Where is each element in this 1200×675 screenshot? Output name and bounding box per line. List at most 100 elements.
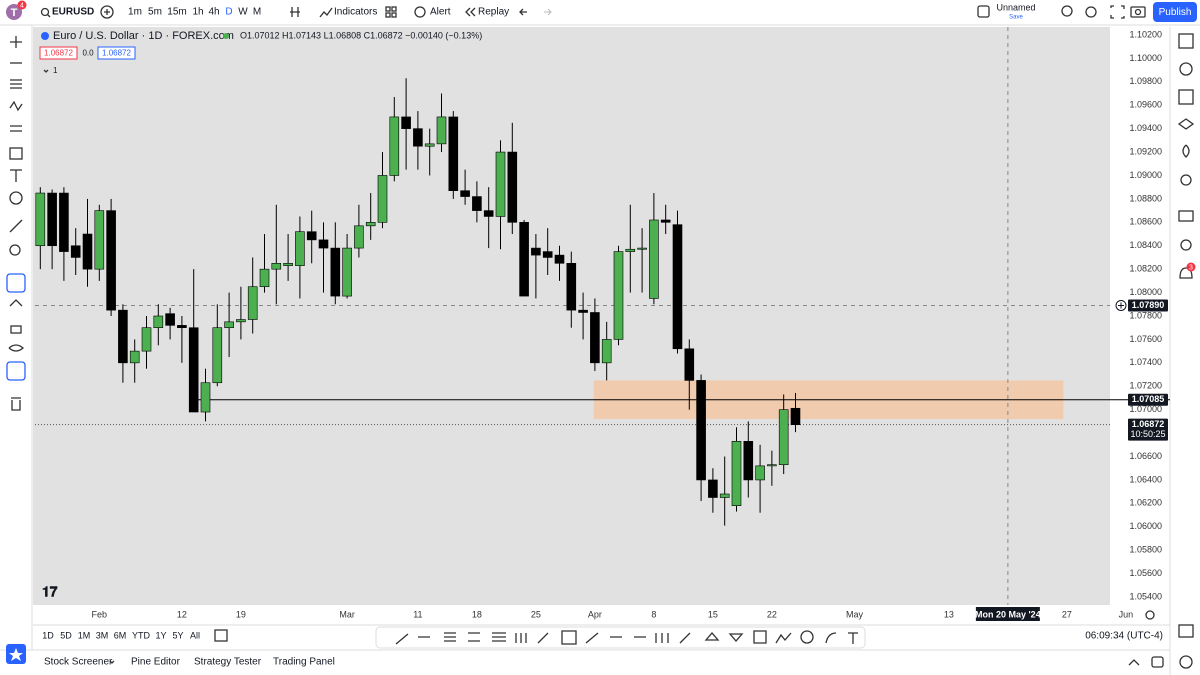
candle-body: [590, 312, 600, 364]
range-button[interactable]: 1M: [78, 630, 91, 640]
price-axis: [1110, 27, 1170, 625]
publish-button[interactable]: [1153, 2, 1197, 22]
candle-body: [283, 263, 293, 266]
candle-body: [365, 222, 376, 227]
drawing-toolbar-icons[interactable]: [395, 630, 858, 645]
candle-body: [70, 245, 81, 258]
bottom-tab[interactable]: Pine Editor: [131, 657, 181, 668]
candle-body: [59, 192, 69, 252]
x-tick-label: 13: [944, 609, 954, 619]
y-tick-label: 1.10200: [1129, 29, 1162, 39]
candle-body: [200, 382, 211, 413]
candle-body: [531, 247, 541, 256]
y-tick-label: 1.06600: [1129, 451, 1162, 461]
tab-menu: [109, 660, 115, 664]
interval-button[interactable]: M: [253, 7, 261, 18]
x-tick-label: 8: [651, 609, 656, 619]
candle-body: [82, 233, 93, 270]
y-tick-label: 1.05400: [1129, 591, 1162, 601]
candle-body: [165, 313, 175, 326]
drawing-tools[interactable]: [6, 36, 26, 411]
candle-body: [460, 190, 470, 197]
interval-button[interactable]: 1h: [192, 7, 203, 18]
indicators-button[interactable]: Indicators: [334, 7, 377, 18]
candle-body: [212, 327, 223, 384]
ohlc: O1.07012 H1.07143 L1.06808 C1.06872 −0.0…: [240, 30, 482, 40]
interval-button[interactable]: 1m: [128, 7, 142, 18]
interval-button[interactable]: D: [225, 7, 232, 18]
bottom-tab[interactable]: Strategy Tester: [194, 657, 262, 668]
candle-body: [790, 407, 801, 425]
range-button[interactable]: 3M: [96, 630, 109, 640]
candle-body: [188, 327, 199, 413]
interval-button[interactable]: W: [238, 7, 248, 18]
y-tick-label: 1.09400: [1129, 123, 1162, 133]
candle-body: [719, 493, 730, 498]
right-sidebar: [1170, 27, 1200, 675]
y-tick-label: 1.07800: [1129, 310, 1162, 320]
symbol-title[interactable]: Euro / U.S. Dollar · 1D · FOREX.com: [53, 30, 234, 42]
x-tick-label: Apr: [588, 609, 602, 619]
countdown: 10:50:25: [1130, 429, 1165, 439]
badge-count: 4: [20, 2, 24, 9]
range-button[interactable]: 1D: [42, 630, 54, 640]
save-button[interactable]: Save: [1009, 15, 1023, 21]
alert-button[interactable]: Alert: [430, 7, 451, 18]
candle-body: [236, 319, 246, 323]
y-tick-label: 1.08600: [1129, 217, 1162, 227]
range-button[interactable]: 1Y: [155, 630, 166, 640]
candle-body: [424, 143, 435, 147]
layout-name[interactable]: Unnamed: [996, 2, 1035, 12]
candle-body: [554, 254, 565, 264]
symbol[interactable]: EURUSD: [52, 7, 94, 18]
candle-body: [672, 224, 683, 350]
sidebar-icons[interactable]: [1177, 33, 1195, 669]
bottom-tab[interactable]: Stock Screener: [44, 657, 113, 668]
x-tick-label: 12: [177, 609, 187, 619]
bid: 1.06872: [44, 49, 73, 58]
candle-body: [507, 151, 518, 223]
sell-box[interactable]: [39, 46, 78, 60]
interval-button[interactable]: 5m: [148, 7, 162, 18]
settings-icon[interactable]: [1145, 610, 1155, 620]
candle-body: [613, 251, 624, 340]
candle-body: [708, 479, 718, 498]
crosshair-price: 1.07890: [1132, 300, 1165, 310]
indicator-count[interactable]: 1: [53, 66, 58, 75]
y-tick-label: 1.09000: [1129, 170, 1162, 180]
bottom-tab[interactable]: Trading Panel: [273, 657, 335, 668]
y-tick-label: 1.09800: [1129, 76, 1162, 86]
range-button[interactable]: 6M: [114, 630, 127, 640]
x-tick-label: 27: [1062, 609, 1072, 619]
x-tick-label: 22: [767, 609, 777, 619]
candle-body: [306, 231, 317, 241]
avatar[interactable]: [6, 4, 22, 20]
candle-body: [35, 192, 46, 247]
candle-body: [47, 192, 57, 247]
candle-body: [566, 263, 577, 311]
interval-button[interactable]: 4h: [208, 7, 219, 18]
candle-body: [129, 350, 140, 364]
range-button[interactable]: 5Y: [172, 630, 183, 640]
y-tick-label: 1.07400: [1129, 357, 1162, 367]
candle-body: [731, 440, 742, 507]
x-tick-label: 25: [531, 609, 541, 619]
candle-body: [153, 315, 164, 329]
replay-button[interactable]: Replay: [478, 7, 509, 18]
crosshair-price-bg: [1128, 299, 1168, 312]
buy-box[interactable]: [97, 46, 136, 60]
hline-price-bg: [1128, 393, 1168, 406]
y-tick-label: 1.05600: [1129, 568, 1162, 578]
plot: [35, 27, 1170, 605]
tv-logo: 𝟏𝟕: [42, 584, 58, 600]
candle-body: [342, 247, 352, 297]
x-tick-label: 11: [413, 609, 422, 619]
y-tick-label: 1.07000: [1129, 404, 1162, 414]
x-tick-label: May: [846, 609, 864, 619]
candle-body: [271, 263, 282, 270]
range-button[interactable]: All: [190, 630, 200, 640]
range-button[interactable]: YTD: [132, 630, 151, 640]
candle-body: [483, 210, 494, 217]
range-button[interactable]: 5D: [60, 630, 72, 640]
interval-button[interactable]: 15m: [167, 7, 186, 18]
